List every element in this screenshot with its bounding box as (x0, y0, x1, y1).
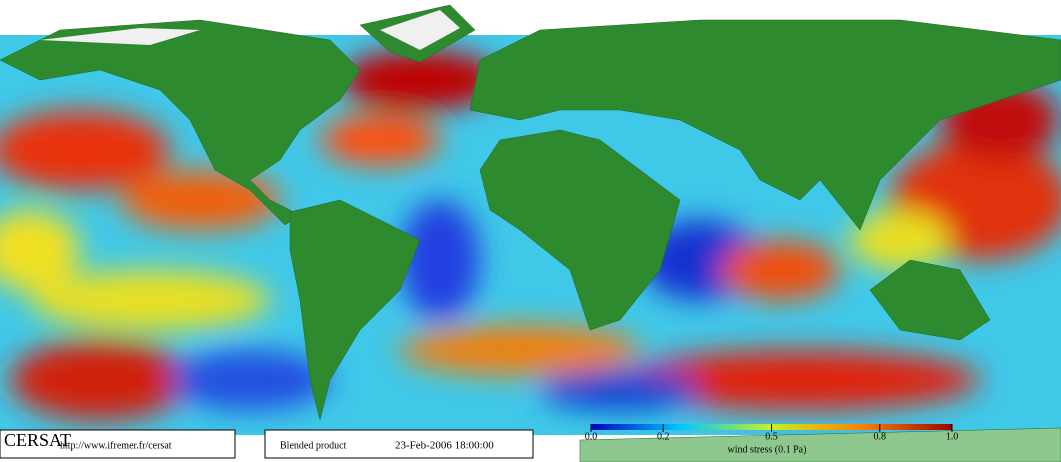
product: Blended product (280, 440, 347, 451)
colorbar-tick-label: 0.8 (874, 431, 887, 442)
footer-box (0, 429, 236, 459)
colorbar-label: wind stress (0.1 Pa) (728, 444, 807, 455)
land (0, 4, 1061, 462)
date: 23-Feb-2006 18:00:00 (395, 440, 494, 452)
colorbar-tick-label: 0.5 (765, 431, 778, 442)
colorbar-tick-label: 1.0 (946, 431, 959, 442)
colorbar-tick-label: 0.0 (585, 431, 598, 442)
colorbar-tick-label: 0.2 (657, 431, 670, 442)
url: http://www.ifremer.fr/cersat (60, 440, 172, 451)
footer-box (264, 429, 534, 459)
ice (40, 10, 460, 50)
logo: CERSAT (4, 430, 71, 450)
